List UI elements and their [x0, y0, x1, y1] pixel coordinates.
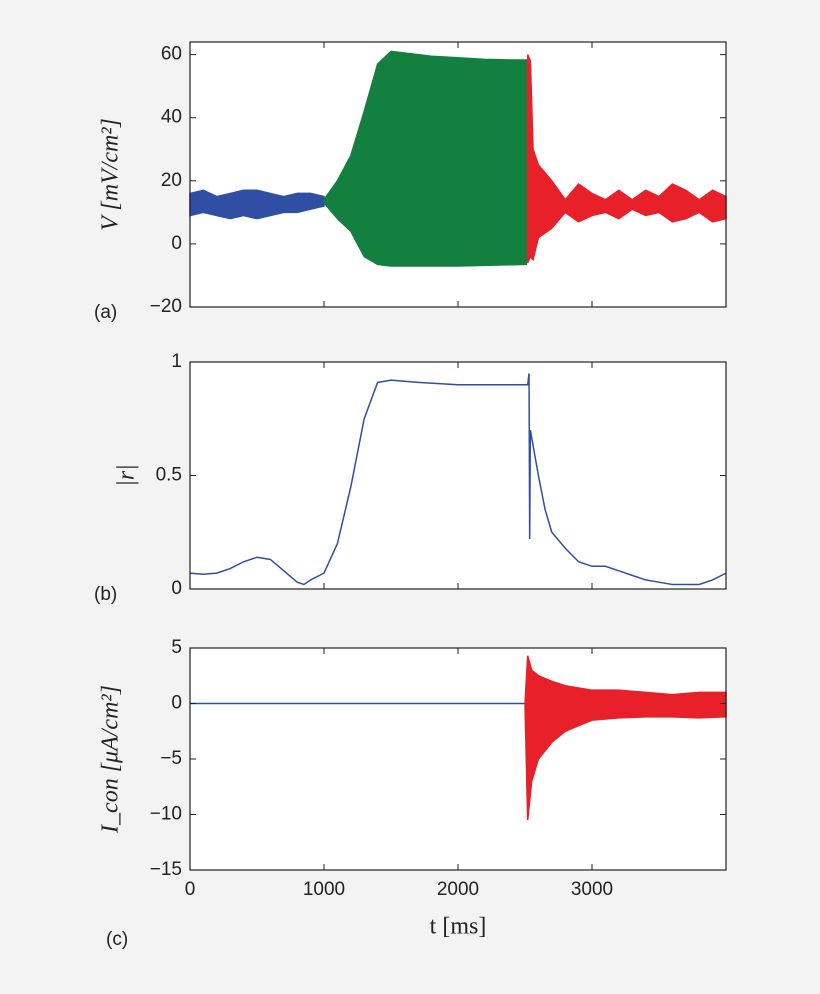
x-tick-label: 2000 — [437, 879, 479, 900]
y-tick-label: 0 — [171, 578, 182, 599]
x-axis-label: t [ms] — [430, 914, 487, 940]
panel-label: (c) — [106, 929, 128, 950]
y-tick-label: −5 — [160, 748, 182, 769]
y-tick-label: −20 — [150, 296, 182, 317]
y-tick-label: 60 — [161, 44, 182, 65]
y-tick-label: 0.5 — [156, 465, 182, 486]
x-tick-label: 3000 — [571, 879, 613, 900]
signal-band — [323, 50, 528, 267]
y-axis-label: I_con [μA/cm²] — [98, 685, 124, 834]
y-tick-label: 20 — [161, 170, 182, 191]
plot-area — [190, 648, 726, 870]
y-tick-label: 5 — [171, 637, 182, 658]
y-tick-label: −15 — [150, 859, 182, 880]
x-tick-label: 0 — [185, 879, 196, 900]
signal-band — [189, 189, 325, 220]
y-tick-label: 40 — [161, 107, 182, 128]
y-tick-label: 0 — [171, 233, 182, 254]
y-axis-label: V [mV/cm²] — [98, 118, 124, 231]
y-axis-label: |r| — [114, 464, 140, 487]
y-tick-label: 0 — [171, 693, 182, 714]
y-tick-label: −10 — [150, 804, 182, 825]
y-tick-label: 1 — [171, 351, 182, 372]
plot-area — [190, 362, 726, 589]
panel-label: (b) — [94, 584, 117, 605]
line — [189, 373, 727, 586]
x-tick-label: 1000 — [303, 879, 345, 900]
panel-label: (a) — [94, 302, 117, 323]
